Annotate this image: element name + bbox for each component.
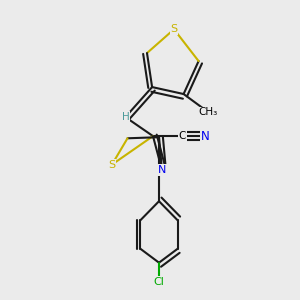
Text: N: N [158,165,166,175]
Text: CH₃: CH₃ [199,107,218,117]
Text: H: H [122,112,129,122]
Text: N: N [201,130,210,142]
Text: C: C [179,131,186,141]
Text: Cl: Cl [154,277,164,287]
Text: S: S [170,24,178,34]
Text: S: S [108,160,116,170]
